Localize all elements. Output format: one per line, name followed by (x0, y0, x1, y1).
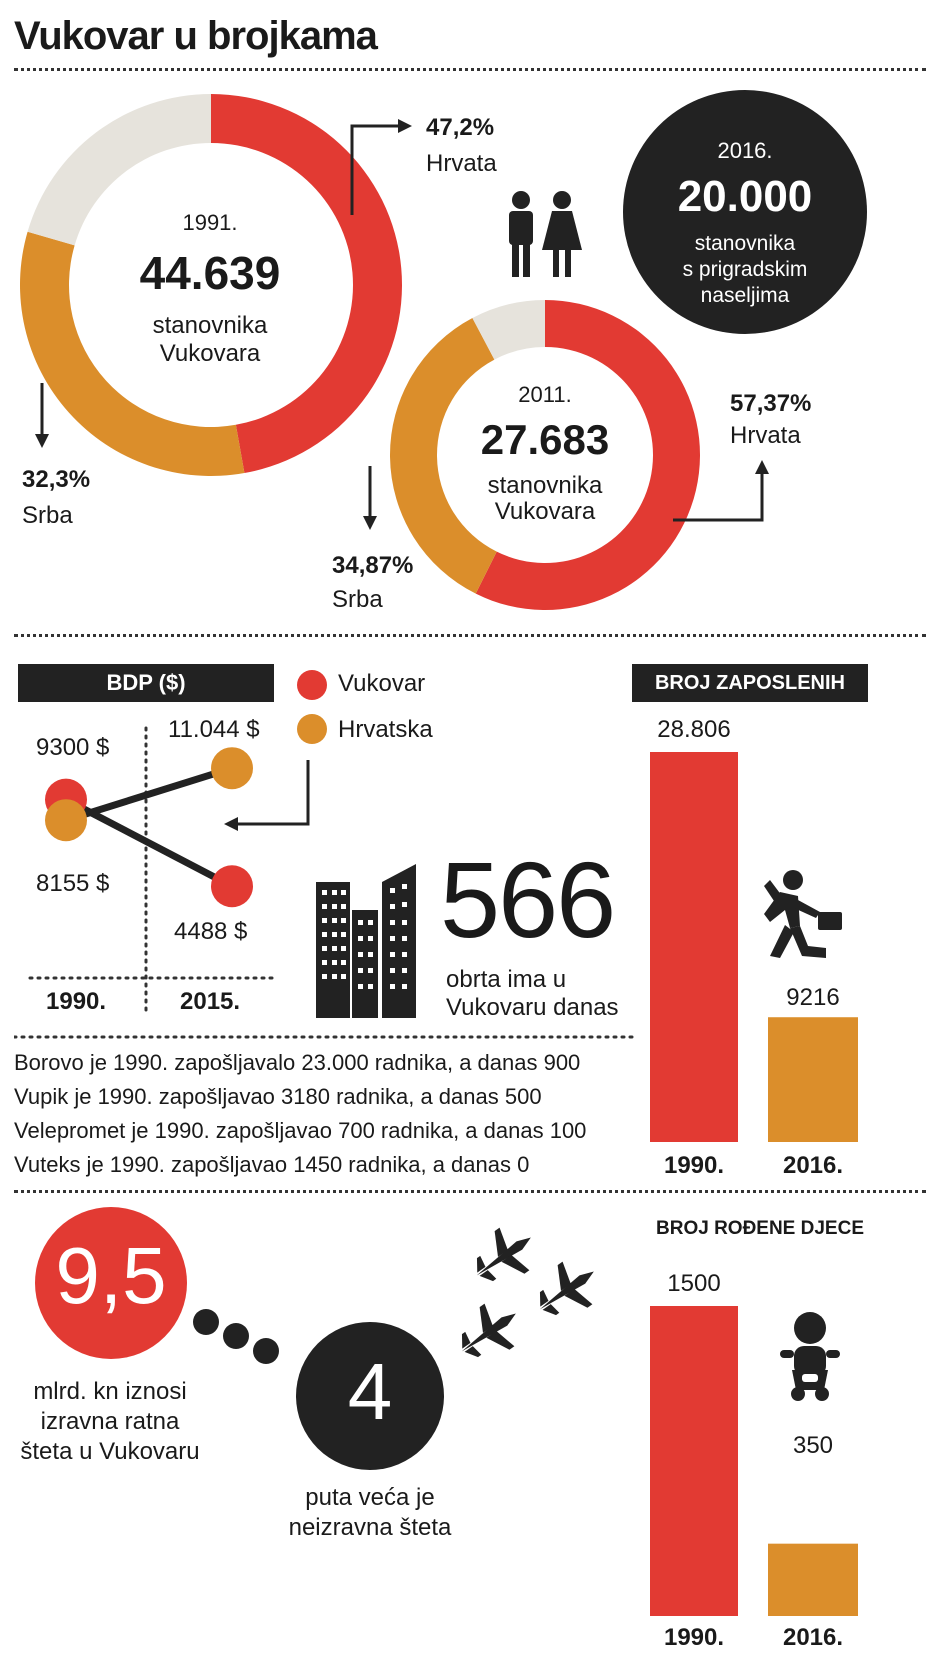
company-line: Borovo je 1990. zapošljavalo 23.000 radn… (14, 1050, 581, 1075)
crafts-value: 566 (440, 839, 616, 960)
donut-slice-srba (19, 231, 245, 477)
croats-2011-value: 57,37% (730, 390, 812, 417)
dot (193, 1309, 219, 1335)
births-label-1990: 1500 (667, 1270, 721, 1297)
population-donuts (19, 90, 867, 610)
legend-vukovar-dot (297, 670, 327, 700)
legend-vukovar: Vukovar (338, 670, 426, 697)
divider (14, 1035, 634, 1039)
donut-2011-caption: Vukovara (494, 498, 596, 525)
damage-caption: mlrd. kn iznosi (33, 1378, 187, 1405)
damage-graphic (35, 1207, 594, 1470)
population-2016-year: 2016. (717, 138, 773, 163)
buildings-icon (316, 864, 416, 1018)
gdp-label-vukovar-1990: 9300 $ (36, 734, 110, 761)
legend-hrvatska: Hrvatska (338, 716, 433, 743)
gdp-point-hrvatska (45, 799, 87, 842)
donut-2011-total: 27.683 (480, 416, 610, 463)
serbs-2011-label: Srba (332, 586, 383, 613)
indirect-caption: neizravna šteta (288, 1514, 452, 1541)
births-x-2016: 2016. (782, 1624, 844, 1651)
running-man-icon (764, 870, 842, 958)
donut-slice-hrvata (475, 300, 700, 610)
employees-label-1990: 28.806 (657, 716, 731, 743)
donut-slice-other (472, 300, 545, 360)
population-2016-caption: stanovnika (694, 232, 796, 255)
arrow-croats-2011 (673, 470, 764, 522)
gdp-chart (28, 670, 327, 1012)
births-chart (650, 1306, 858, 1616)
baby-icon (780, 1312, 840, 1401)
gdp-title: BDP ($) (18, 664, 274, 702)
donut-1991-year: 1991. (182, 210, 238, 235)
donut-1991-total: 44.639 (139, 247, 281, 299)
donut-2011-year: 2011. (518, 382, 572, 407)
company-line: Vuteks je 1990. zapošljavao 1450 radnika… (14, 1152, 530, 1177)
births-label-2016: 350 (792, 1432, 834, 1459)
gdp-x-1990: 1990. (46, 988, 107, 1015)
gdp-point-vukovar (211, 865, 253, 908)
dot (223, 1323, 249, 1349)
serbs-2011-value: 34,87% (332, 552, 414, 579)
gdp-line-hrvatska (64, 764, 234, 824)
donut-1991-caption: stanovnika (152, 312, 268, 339)
population-2016-caption: naseljima (700, 284, 790, 307)
bar-2016 (768, 1543, 858, 1616)
gdp-legend-arrow (234, 760, 310, 826)
donut-2011-caption: stanovnika (487, 472, 603, 499)
donut-1991 (19, 94, 403, 477)
damage-circle (35, 1207, 187, 1359)
croats-1991-value: 47,2% (426, 114, 495, 141)
population-2016-circle (623, 90, 867, 334)
company-line: Velepromet je 1990. zapošljavao 700 radn… (14, 1118, 587, 1143)
people-icon (509, 191, 582, 277)
employees-title: BROJ ZAPOSLENIH (632, 664, 868, 702)
damage-caption: izravna ratna (40, 1408, 180, 1435)
population-2016-value: 20.000 (677, 172, 813, 221)
employees-x-1990: 1990. (663, 1152, 725, 1179)
gdp-x-2015: 2015. (180, 988, 241, 1015)
arrow-croats-1991 (350, 124, 402, 215)
damage-value: 9,5 (55, 1231, 167, 1320)
gdp-label-vukovar-2015: 4488 $ (174, 918, 248, 945)
population-2016-caption: s prigradskim (682, 258, 808, 281)
births-x-1990: 1990. (663, 1624, 725, 1651)
indirect-value: 4 (347, 1347, 393, 1436)
crafts-caption: obrta ima u (446, 966, 567, 993)
donut-slice-hrvata (211, 94, 403, 474)
employees-x-2016: 2016. (782, 1152, 844, 1179)
croats-1991-label: Hrvata (426, 150, 497, 177)
donut-slice-other (27, 94, 211, 246)
employees-chart (650, 752, 858, 1142)
gdp-point-hrvatska (211, 747, 253, 790)
divider (14, 1190, 926, 1193)
damage-caption: šteta u Vukovaru (20, 1438, 200, 1465)
indirect-caption: puta veća je (305, 1484, 435, 1511)
bar-1990 (650, 752, 738, 1142)
serbs-1991-value: 32,3% (22, 466, 91, 493)
page-title: Vukovar u brojkama (14, 14, 378, 58)
donut-slice-srba (389, 318, 497, 594)
divider (14, 634, 926, 637)
company-line: Vupik je 1990. zapošljavao 3180 radnika,… (14, 1084, 542, 1109)
bar-2016 (768, 1017, 858, 1142)
donut-2011 (389, 300, 700, 610)
indirect-circle (296, 1322, 444, 1470)
crafts-caption: Vukovaru danas (446, 994, 619, 1021)
serbs-1991-label: Srba (22, 502, 73, 529)
births-title: BROJ ROĐENE DJECE (656, 1218, 864, 1239)
dot (253, 1338, 279, 1364)
croats-2011-label: Hrvata (730, 422, 801, 449)
bar-1990 (650, 1306, 738, 1616)
divider (14, 68, 926, 71)
donut-1991-caption: Vukovara (159, 340, 261, 367)
legend-hrvatska-dot (297, 714, 327, 744)
gdp-label-hrvatska-2015: 11.044 $ (168, 716, 260, 743)
employees-label-2016: 9216 (786, 984, 840, 1011)
fighter-jet-icon (461, 1227, 594, 1358)
gdp-label-hrvatska-1990: 8155 $ (36, 870, 110, 897)
